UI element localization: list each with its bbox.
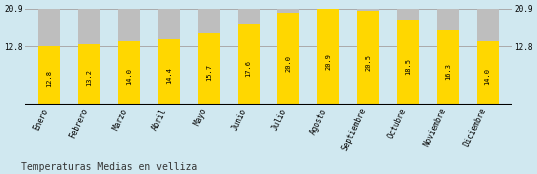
Bar <box>38 9 60 105</box>
Bar <box>237 24 259 105</box>
Text: 14.4: 14.4 <box>166 67 172 84</box>
Bar <box>198 9 220 105</box>
Bar <box>78 9 100 105</box>
Bar <box>118 9 140 105</box>
Text: 17.6: 17.6 <box>245 60 251 77</box>
Bar <box>317 9 339 105</box>
Text: 20.5: 20.5 <box>365 54 371 71</box>
Text: 13.2: 13.2 <box>86 69 92 86</box>
Bar <box>317 9 339 105</box>
Bar <box>397 9 419 105</box>
Bar <box>278 13 300 105</box>
Text: 18.5: 18.5 <box>405 58 411 76</box>
Bar <box>158 39 180 105</box>
Bar <box>357 11 379 105</box>
Text: 20.0: 20.0 <box>286 55 292 72</box>
Text: 16.3: 16.3 <box>445 63 451 80</box>
Bar <box>237 9 259 105</box>
Bar <box>198 33 220 105</box>
Text: 14.0: 14.0 <box>485 68 491 85</box>
Bar <box>158 9 180 105</box>
Bar <box>437 9 459 105</box>
Text: 20.9: 20.9 <box>325 53 331 70</box>
Bar <box>38 46 60 105</box>
Bar <box>397 20 419 105</box>
Bar <box>118 41 140 105</box>
Bar <box>357 9 379 105</box>
Bar <box>477 9 499 105</box>
Text: 14.0: 14.0 <box>126 68 132 85</box>
Text: 15.7: 15.7 <box>206 64 212 81</box>
Bar <box>278 9 300 105</box>
Text: Temperaturas Medias en velliza: Temperaturas Medias en velliza <box>21 162 198 172</box>
Bar <box>437 30 459 105</box>
Bar <box>477 41 499 105</box>
Text: 12.8: 12.8 <box>46 70 52 87</box>
Bar <box>78 45 100 105</box>
